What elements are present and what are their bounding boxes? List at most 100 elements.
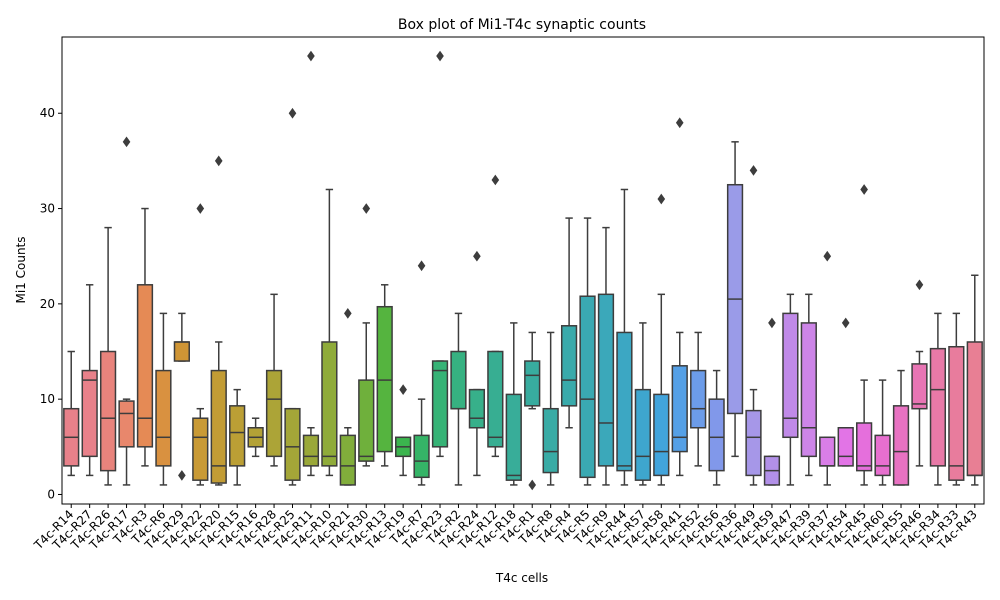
box-T4c-R49	[745, 165, 762, 486]
y-tick-label: 0	[47, 487, 55, 501]
plot-area	[63, 50, 983, 491]
box-T4c-R18	[505, 322, 522, 486]
outlier-point	[915, 279, 924, 291]
box-iqr	[155, 369, 172, 467]
box-T4c-R10	[321, 188, 338, 477]
box-T4c-R7	[413, 260, 430, 486]
box-T4c-R59	[763, 317, 781, 486]
box-iqr	[966, 341, 983, 477]
box-T4c-R1	[524, 331, 541, 491]
box-T4c-R12	[487, 174, 504, 458]
box-T4c-R47	[782, 293, 799, 486]
box-iqr	[487, 350, 504, 448]
box-T4c-R16	[247, 417, 264, 458]
box-T4c-R46	[911, 279, 928, 467]
box-iqr	[99, 350, 117, 472]
box-T4c-R29	[173, 312, 190, 481]
box-T4c-R54	[837, 317, 854, 467]
box-T4c-R37	[819, 250, 836, 486]
box-iqr	[302, 434, 320, 467]
box-iqr	[929, 347, 947, 467]
box-T4c-R60	[874, 379, 891, 486]
outlier-point	[528, 479, 537, 491]
box-iqr	[229, 405, 246, 467]
box-T4c-R3	[136, 207, 154, 467]
box-T4c-R8	[542, 331, 559, 486]
y-tick-label: 20	[40, 297, 55, 311]
box-iqr	[450, 350, 467, 410]
box-T4c-R58	[653, 193, 670, 486]
box-T4c-R4	[560, 217, 578, 429]
box-T4c-R55	[892, 369, 910, 486]
y-tick-label: 40	[40, 106, 55, 120]
box-T4c-R15	[229, 388, 246, 486]
box-iqr	[819, 436, 836, 467]
box-T4c-R21	[339, 308, 356, 486]
box-T4c-R57	[634, 322, 651, 486]
box-T4c-R6	[155, 312, 172, 486]
outlier-point	[417, 260, 426, 272]
y-axis: 0 10 20 30 40	[40, 106, 62, 501]
box-iqr	[358, 379, 375, 462]
box-T4c-R11	[302, 50, 320, 477]
box-T4c-R28	[265, 293, 283, 467]
box-iqr	[413, 434, 430, 479]
chart-title: Box plot of Mi1-T4c synaptic counts	[398, 17, 646, 33]
outlier-point	[344, 308, 352, 319]
box-iqr	[911, 363, 928, 410]
box-iqr	[173, 341, 190, 362]
box-iqr	[782, 312, 799, 439]
box-iqr	[468, 388, 486, 429]
box-T4c-R41	[671, 117, 688, 477]
box-T4c-R39	[800, 293, 817, 477]
outlier-point	[473, 250, 481, 262]
outlier-point	[749, 165, 758, 176]
outlier-point	[491, 174, 500, 186]
x-axis-label: T4c cells	[495, 571, 548, 585]
box-iqr	[616, 331, 633, 472]
box-iqr	[192, 417, 209, 481]
box-iqr	[81, 369, 98, 458]
outlier-point	[178, 470, 186, 481]
box-iqr	[597, 293, 615, 467]
box-iqr	[634, 388, 651, 481]
box-iqr	[690, 369, 707, 429]
box-T4c-R22	[192, 203, 209, 486]
box-T4c-R13	[376, 284, 393, 467]
box-iqr	[800, 322, 817, 458]
box-iqr	[210, 369, 227, 484]
box-iqr	[579, 295, 596, 479]
box-T4c-R34	[929, 312, 947, 486]
box-T4c-R33	[948, 312, 965, 486]
outlier-point	[436, 50, 444, 62]
box-iqr	[136, 284, 154, 448]
y-tick-label: 30	[40, 202, 55, 216]
box-T4c-R56	[708, 369, 725, 486]
box-iqr	[837, 427, 854, 467]
box-T4c-R45	[856, 184, 873, 486]
outlier-point	[288, 107, 297, 119]
box-iqr	[265, 369, 283, 458]
box-iqr	[653, 393, 670, 477]
outlier-point	[860, 184, 868, 195]
box-iqr	[524, 360, 541, 407]
box-T4c-R17	[118, 136, 135, 486]
box-iqr	[339, 434, 356, 486]
x-axis: T4c-R14T4c-R27T4c-R26T4c-R17T4c-R3T4c-R6…	[31, 504, 980, 553]
axes-frame	[61, 36, 985, 505]
box-T4c-R26	[99, 226, 117, 486]
box-iqr	[505, 393, 522, 481]
box-T4c-R44	[616, 188, 633, 486]
box-iqr	[892, 405, 910, 486]
outlier-point	[657, 193, 666, 205]
box-iqr	[874, 434, 891, 477]
box-iqr	[542, 407, 559, 474]
outlier-point	[214, 155, 223, 167]
outlier-point	[196, 203, 205, 214]
box-T4c-R43	[966, 274, 983, 486]
outlier-point	[768, 317, 776, 329]
box-T4c-R5	[579, 217, 596, 486]
box-T4c-R30	[358, 203, 375, 467]
